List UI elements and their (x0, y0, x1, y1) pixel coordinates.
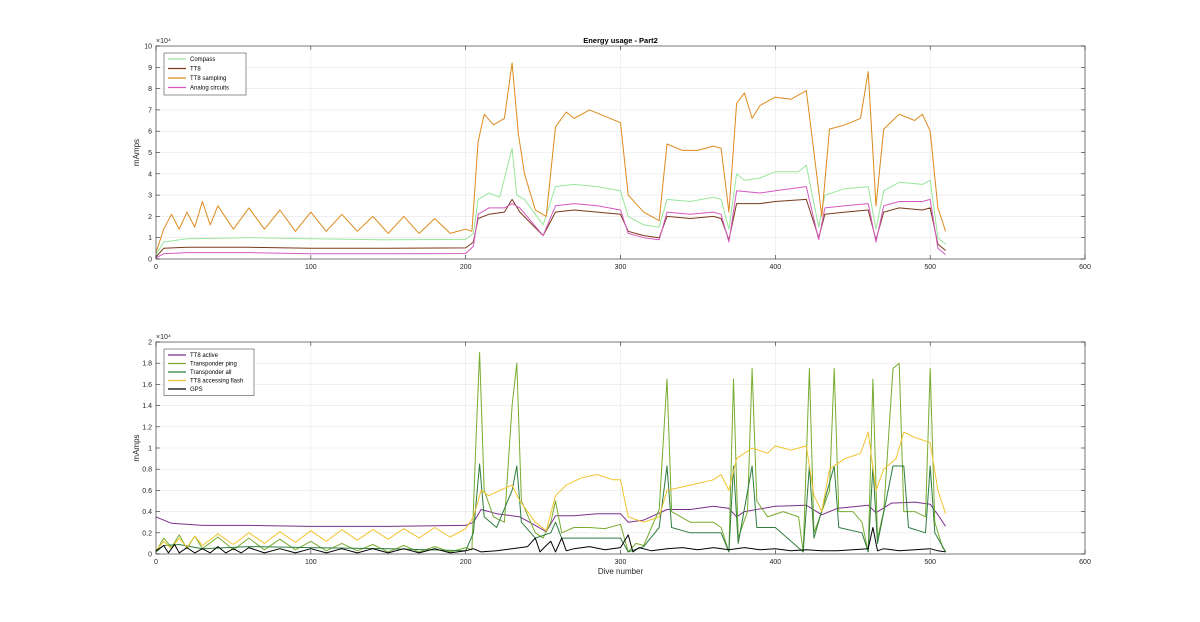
y-axis-label: mAmps (132, 434, 141, 461)
x-tick-label: 200 (460, 559, 472, 566)
y-tick-label: 1.6 (142, 382, 152, 389)
y-tick-label: 8 (148, 86, 152, 93)
y-tick-label: 4 (148, 171, 152, 178)
x-tick-label: 100 (305, 264, 317, 271)
x-tick-label: 600 (1079, 559, 1091, 566)
legend-entry: TT8 (190, 67, 201, 73)
y-tick-label: 1.4 (142, 403, 152, 410)
y-tick-label: 0.4 (142, 509, 152, 516)
y-tick-label: 6 (148, 129, 152, 136)
series-line-tt8-active (155, 501, 947, 533)
legend-entry: TT8 active (190, 353, 219, 359)
series-line-analog-circuits (155, 186, 946, 259)
x-axis-label: Dive number (598, 567, 644, 576)
series-line-compass (155, 147, 946, 255)
y-tick-label: 10 (144, 44, 152, 51)
series-line-tt8-sampling (155, 62, 947, 253)
y-tick-label: 0.8 (142, 467, 152, 474)
y-tick-label: 2 (148, 340, 152, 347)
y-tick-label: 1.8 (142, 361, 152, 368)
chart-2: 0 100 200 300 400 500 600 0 0.2 0.4 0.6 0.8 1 1.2 1.4 1… (132, 334, 1091, 576)
y-exponent-label: ×10⁴ (156, 334, 171, 341)
series-line-transponder-all (155, 463, 947, 553)
y-exponent-label: ×10⁴ (156, 38, 171, 45)
legend: TT8 active Transponder ping Transponder al… (163, 348, 255, 396)
y-tick-label: 9 (148, 65, 152, 72)
x-tick-label: 500 (924, 264, 936, 271)
legend: Compass TT8 TT8 sampling Analog circuits (163, 52, 247, 96)
legend-entry: TT8 accessing flash (190, 379, 243, 385)
y-tick-label: 5 (148, 150, 152, 157)
series-line-tt8 (155, 198, 946, 258)
x-tick-label: 300 (615, 559, 627, 566)
legend-entry: GPS (190, 387, 203, 393)
series-line-gps (155, 527, 946, 554)
y-tick-label: 0.6 (142, 488, 152, 495)
y-tick-label: 1 (148, 235, 152, 242)
x-tick-label: 500 (924, 559, 936, 566)
chart-1: 0 100 200 300 400 500 600 0 1 2 3 4 5 6 7 8 9 10 ×10⁴ Energ… (132, 36, 1091, 271)
legend-entry: Transponder all (190, 370, 231, 376)
y-tick-label: 1 (148, 446, 152, 453)
x-tick-label: 0 (154, 264, 158, 271)
x-tick-label: 400 (769, 559, 781, 566)
y-tick-label: 7 (148, 107, 152, 114)
y-tick-label: 0 (148, 552, 152, 559)
legend-entry: TT8 sampling (190, 76, 226, 82)
x-tick-label: 200 (460, 264, 472, 271)
chart-title: Energy usage - Part2 (583, 36, 658, 45)
y-tick-label: 3 (148, 193, 152, 200)
legend-entry: Compass (190, 57, 215, 63)
series-line-tt8-accessing-flash (155, 431, 947, 552)
legend-entry: Transponder ping (190, 362, 237, 368)
legend-entry: Analog circuits (190, 86, 229, 92)
y-tick-label: 1.2 (142, 424, 152, 431)
y-tick-label: 2 (148, 214, 152, 221)
x-tick-label: 600 (1079, 264, 1091, 271)
y-tick-label: 0.2 (142, 530, 152, 537)
x-tick-label: 0 (154, 559, 158, 566)
x-tick-label: 400 (769, 264, 781, 271)
x-tick-label: 100 (305, 559, 317, 566)
series-line-transponder-ping (155, 352, 946, 553)
x-tick-label: 300 (615, 264, 627, 271)
y-axis-label: mAmps (132, 139, 141, 166)
y-tick-label: 0 (148, 257, 152, 264)
